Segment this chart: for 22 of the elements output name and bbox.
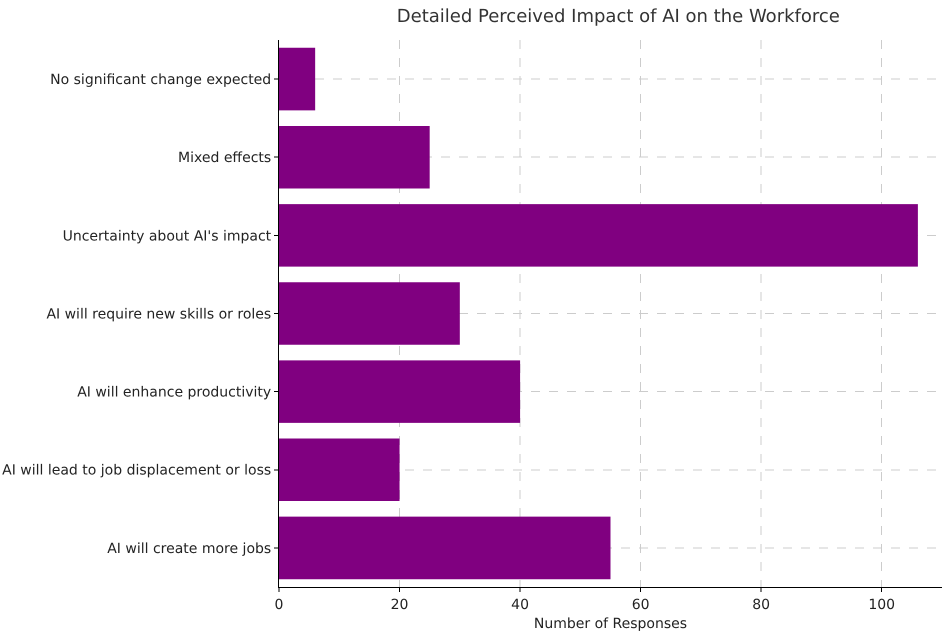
x-tick-label: 100 bbox=[868, 596, 896, 613]
x-axis-title: Number of Responses bbox=[534, 616, 688, 632]
y-tick-label: AI will create more jobs bbox=[107, 540, 272, 557]
x-tick-label: 60 bbox=[632, 596, 650, 613]
x-tick-label: 80 bbox=[752, 596, 770, 613]
x-tick-label: 20 bbox=[390, 596, 408, 613]
y-tick-label: AI will require new skills or roles bbox=[46, 306, 272, 322]
y-tick-label: Mixed effects bbox=[178, 150, 272, 166]
x-tick-label: 0 bbox=[274, 596, 284, 613]
bar bbox=[279, 516, 610, 580]
bar bbox=[279, 282, 460, 345]
bar bbox=[279, 360, 520, 423]
chart-title: Detailed Perceived Impact of AI on the Workforce bbox=[396, 6, 840, 28]
y-tick-label: AI will lead to job displacement or loss bbox=[2, 462, 272, 479]
bar bbox=[279, 204, 918, 267]
x-tick-label: 40 bbox=[511, 596, 530, 613]
y-tick-label: Uncertainty about AI's impact bbox=[62, 228, 272, 244]
bar bbox=[279, 48, 316, 110]
y-tick-label: AI will enhance productivity bbox=[77, 384, 272, 401]
bar bbox=[279, 438, 400, 502]
bar bbox=[279, 126, 430, 188]
y-tick-label: No significant change expected bbox=[50, 72, 272, 88]
